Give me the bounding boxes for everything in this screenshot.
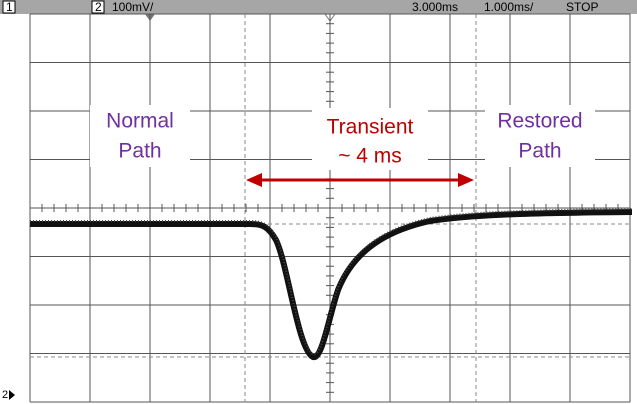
channel-1: 1: [6, 0, 13, 14]
annotation: Normal: [106, 110, 174, 133]
ground-marker: 2: [2, 389, 8, 401]
annotation: Path: [118, 140, 161, 163]
channel-2: 2: [95, 0, 102, 14]
time-offset: 3.000ms: [412, 0, 458, 14]
annotation: Restored: [497, 110, 582, 133]
time-per-div: 1.000ms/: [484, 0, 534, 14]
volts-per-div: 100mV/: [112, 0, 154, 14]
scope-screen: 1 2 100mV/ 3.000ms 1.000ms/ STOP Normal …: [0, 0, 637, 404]
annotation: Transient: [327, 116, 414, 139]
background: [0, 0, 637, 404]
run-state: STOP: [566, 0, 598, 14]
annotation: ~ 4 ms: [338, 145, 402, 168]
annotation: Path: [518, 140, 561, 163]
